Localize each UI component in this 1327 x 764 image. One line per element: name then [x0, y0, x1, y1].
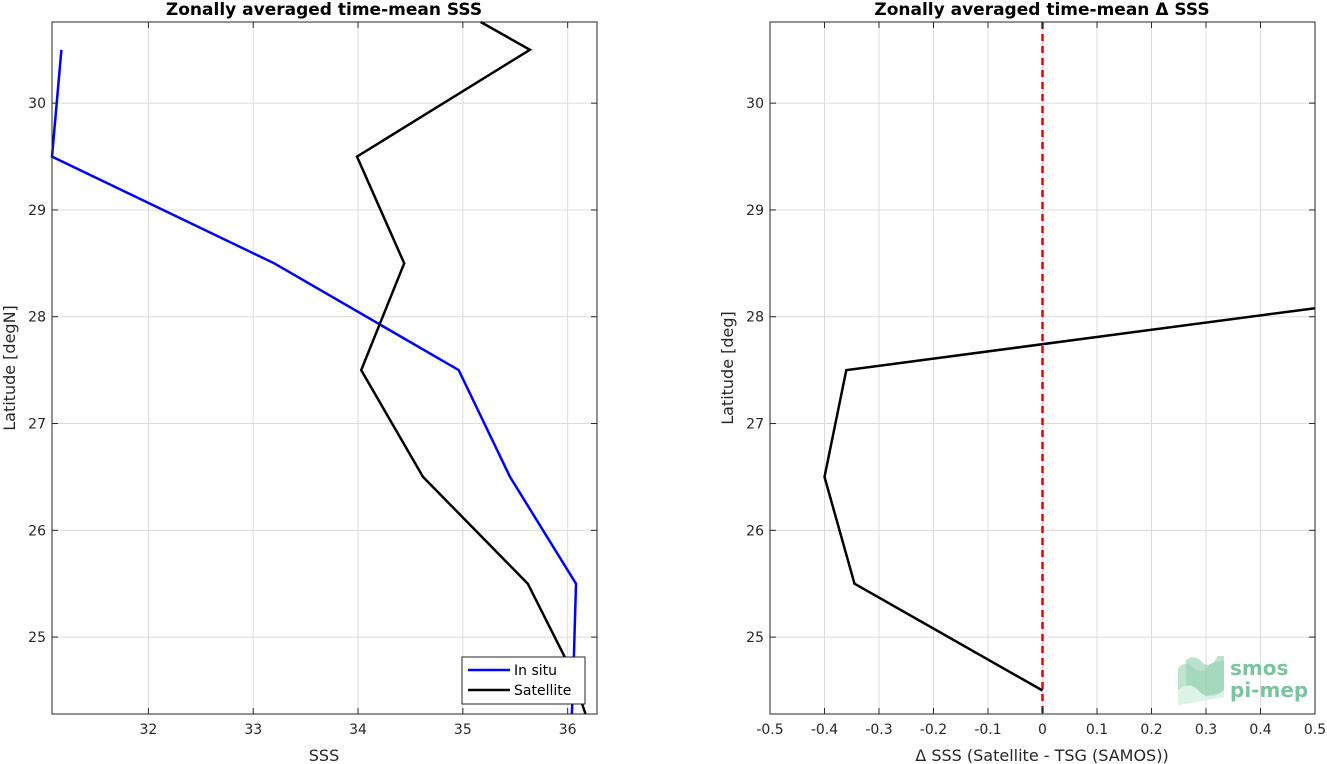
sss-y-tick-label: 26 [28, 523, 46, 539]
logo-text-smos: smos [1230, 656, 1288, 680]
legend-box [461, 656, 586, 705]
delta-y-tick-label: 28 [746, 310, 764, 326]
delta-y-tick-label: 25 [746, 630, 764, 646]
sss-y-tick-label: 25 [28, 630, 46, 646]
sss-series-line-1 [355, 20, 587, 715]
sss-x-tick-label: 36 [559, 722, 577, 738]
delta-x-axis-label: Δ SSS (Satellite - TSG (SAMOS)) [915, 746, 1168, 764]
sss-axes-box [51, 21, 598, 715]
legend-label-satellite: Satellite [514, 683, 571, 699]
sss-x-tick-label: 33 [244, 722, 262, 738]
sss-y-axis-label: Latitude [degN] [0, 305, 19, 431]
sss-x-tick-label: 32 [140, 722, 158, 738]
wave-logo-icon [1178, 656, 1224, 705]
delta-x-tick-label: -0.3 [865, 722, 892, 738]
sss-plot-area [52, 22, 597, 714]
delta-y-tick-label: 26 [746, 523, 764, 539]
sss-legend: In situ Satellite [461, 656, 586, 705]
legend-label-in-situ: In situ [514, 663, 557, 679]
delta-y-tick-label: 27 [746, 417, 764, 433]
sss-panel-title: Zonally averaged time-mean SSS [166, 0, 482, 20]
delta-x-tick-label: 0 [1038, 722, 1047, 738]
sss-ticks: 32 33 34 35 36 25 26 27 28 29 30 [28, 22, 597, 738]
delta-sss-panel-title: Zonally averaged time-mean Δ SSS [874, 0, 1209, 20]
delta-x-tick-label: 0.2 [1140, 722, 1162, 738]
smos-pi-mep-logo: smos pi-mep [1178, 656, 1308, 705]
sss-y-tick-label: 30 [28, 96, 46, 112]
sss-y-tick-label: 28 [28, 310, 46, 326]
delta-x-tick-label: 0.4 [1249, 722, 1271, 738]
logo-text-pi-mep: pi-mep [1230, 678, 1308, 702]
delta-ticks: -0.5 -0.4 -0.3 -0.2 -0.1 0 0.1 0.2 0.3 0.4 0.5 25 26… [746, 22, 1326, 738]
delta-series-line-0 [823, 306, 1316, 692]
delta-x-tick-label: -0.5 [756, 722, 783, 738]
delta-x-tick-label: 0.1 [1086, 722, 1108, 738]
delta-y-tick-label: 29 [746, 203, 764, 219]
delta-y-axis-label: Latitude [deg] [718, 311, 737, 425]
sss-panel: Zonally averaged time-mean SSS 32 33 34 35 3… [0, 0, 598, 764]
sss-x-tick-label: 35 [454, 722, 472, 738]
delta-x-tick-label: 0.5 [1304, 722, 1326, 738]
delta-y-tick-label: 30 [746, 96, 764, 112]
delta-x-tick-label: -0.1 [974, 722, 1001, 738]
delta-sss-panel: Zonally averaged time-mean Δ SSS -0.5 -0.… [718, 0, 1326, 764]
sss-y-tick-label: 29 [28, 203, 46, 219]
delta-series [823, 306, 1316, 692]
sss-grid [52, 22, 597, 714]
delta-x-tick-label: 0.3 [1195, 722, 1217, 738]
sss-x-tick-label: 34 [349, 722, 367, 738]
delta-x-tick-label: -0.2 [920, 722, 947, 738]
delta-x-tick-label: -0.4 [811, 722, 838, 738]
sss-x-axis-label: SSS [309, 746, 339, 764]
sss-y-tick-label: 27 [28, 417, 46, 433]
